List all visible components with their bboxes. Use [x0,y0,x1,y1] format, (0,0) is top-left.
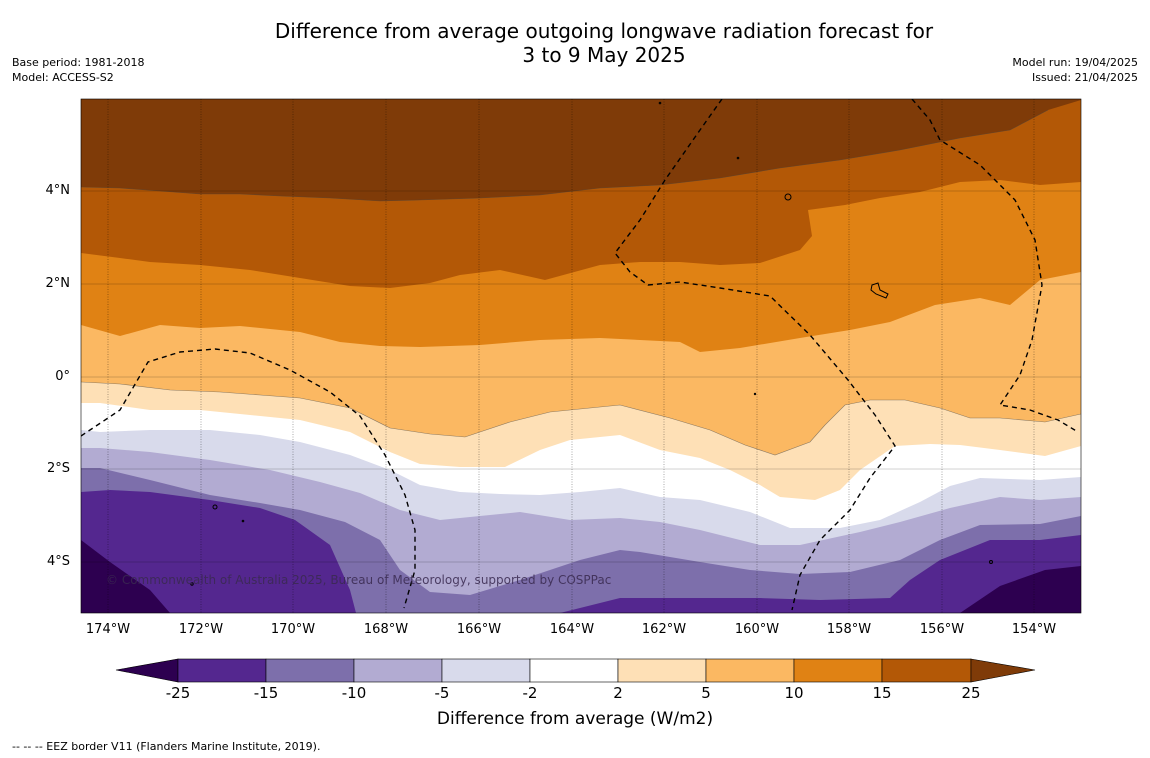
eez-borders [81,99,1079,611]
longitude-gridlines [107,99,1035,613]
lat-label-2n: 2°N [45,276,71,291]
colorbar-bin-neg5-neg2 [441,658,531,683]
contour-gt-25 [81,99,1081,201]
lon-label-168w: 168°W [363,622,409,637]
contour-lines [81,109,1081,456]
base-model-info: Base period: 1981-2018 Model: ACCESS-S2 [12,55,144,85]
colorbar-bin-p10-p15 [793,658,883,683]
islands [190,101,993,586]
base-period-text: Base period: 1981-2018 [12,56,145,69]
run-issue-info: Model run: 19/04/2025 Issued: 21/04/2025 [1012,55,1138,85]
lon-label-170w: 170°W [270,622,316,637]
colorbar-bin-neg2-p2 [529,658,619,683]
lon-label-154w: 154°W [1011,622,1057,637]
lon-label-160w: 160°W [734,622,780,637]
colorbar-label-neg25: -25 [165,684,191,702]
latitude-gridlines [81,190,1081,563]
colorbar-label-p10: 10 [784,684,804,702]
colorbar-extend-low [115,658,179,683]
colorbar-label-neg5: -5 [434,684,450,702]
colorbar-title: Difference from average (W/m2) [436,709,714,729]
colorbar-bin-p15-p25 [881,658,972,683]
colorbar-label-neg10: -10 [341,684,367,702]
model-run-text: Model run: 19/04/2025 [1012,56,1138,69]
colorbar-bin-neg10-neg5 [353,658,443,683]
lon-label-166w: 166°W [456,622,502,637]
contour-field: © Commonwealth of Australia 2025, Bureau… [81,99,1081,613]
lon-label-164w: 164°W [549,622,595,637]
lat-label-2s: 2°S [46,461,70,476]
colorbar [115,658,1036,683]
colorbar-label-p25: 25 [961,684,981,702]
lat-label-4n: 4°N [45,183,71,198]
map-frame [80,98,1082,614]
lat-label-0: 0° [55,369,70,384]
colorbar-extend-high [970,658,1036,683]
map-title-line2: 3 to 9 May 2025 [522,43,686,67]
eez-legend-note: -- -- -- EEZ border V11 (Flanders Marine… [12,740,321,753]
colorbar-label-neg2: -2 [522,684,538,702]
colorbar-label-p15: 15 [872,684,892,702]
lon-label-172w: 172°W [178,622,224,637]
colorbar-label-p2: 2 [613,684,623,702]
colorbar-label-neg15: -15 [253,684,279,702]
copyright-text: © Commonwealth of Australia 2025, Bureau… [106,573,611,587]
issued-date-text: Issued: 21/04/2025 [1031,71,1138,84]
lon-label-174w: 174°W [85,622,131,637]
lon-label-158w: 158°W [826,622,872,637]
lon-label-156w: 156°W [919,622,965,637]
colorbar-label-p5: 5 [701,684,711,702]
lat-label-4s: 4°S [46,554,70,569]
model-name-text: Model: ACCESS-S2 [12,71,114,84]
map-title-line1: Difference from average outgoing longwav… [274,19,934,43]
map-title: Difference from average outgoing longwav… [0,19,1150,67]
colorbar-bin-p2-p5 [617,658,707,683]
colorbar-bin-p5-p10 [705,658,795,683]
colorbar-bin-neg25-neg15 [177,658,267,683]
lon-label-162w: 162°W [641,622,687,637]
colorbar-bin-neg15-neg10 [265,658,355,683]
